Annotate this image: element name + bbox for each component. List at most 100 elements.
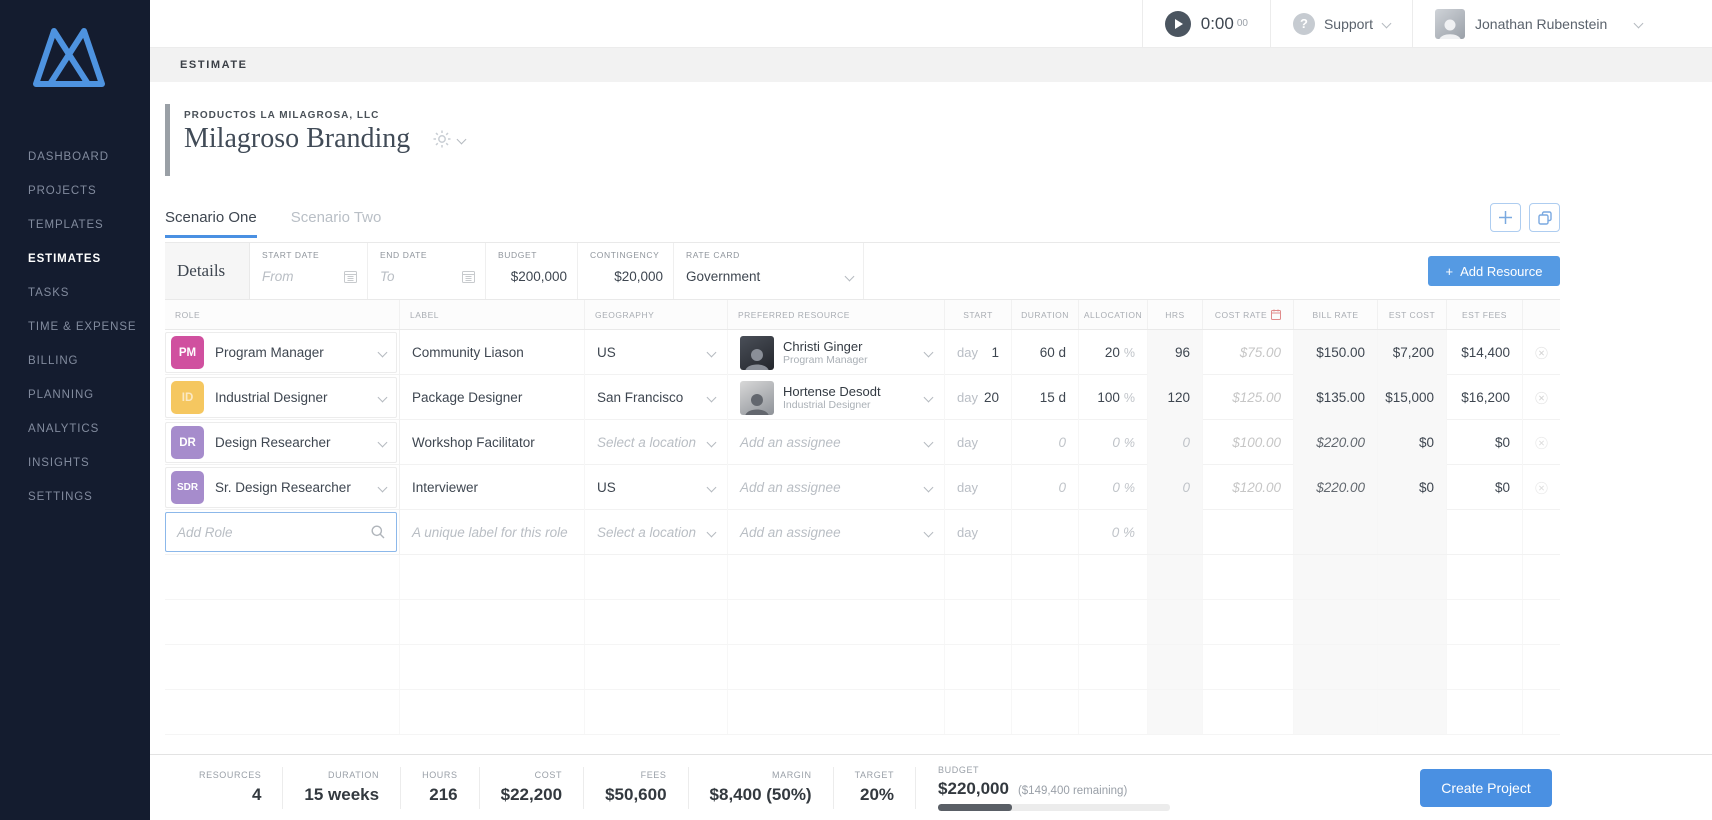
- table-row: DR Design Researcher Workshop Facilitato…: [165, 420, 1560, 465]
- sidebar-item-insights[interactable]: INSIGHTS: [28, 457, 90, 469]
- role-select[interactable]: PM Program Manager: [165, 332, 397, 373]
- allocation-cell[interactable]: 100%: [1079, 375, 1148, 420]
- resource-select[interactable]: Christi Ginger Program Manager: [728, 330, 945, 375]
- sidebar-item-analytics[interactable]: ANALYTICS: [28, 423, 100, 435]
- allocation-cell[interactable]: 0 %: [1079, 510, 1148, 554]
- geography-select[interactable]: San Francisco: [585, 375, 728, 420]
- bill-rate-cell[interactable]: $220.00: [1294, 465, 1378, 510]
- sidebar-item-time-expense[interactable]: TIME & EXPENSE: [28, 321, 137, 333]
- user-menu[interactable]: Jonathan Rubenstein: [1412, 0, 1712, 47]
- role-badge: PM: [171, 336, 204, 369]
- allocation-cell[interactable]: 20%: [1079, 330, 1148, 375]
- bill-rate-cell[interactable]: $150.00: [1294, 330, 1378, 375]
- tab-scenario-two[interactable]: Scenario Two: [290, 209, 382, 226]
- label-input[interactable]: Interviewer: [400, 465, 585, 510]
- allocation-cell[interactable]: 0%: [1079, 465, 1148, 510]
- cost-rate-cell[interactable]: $120.00: [1203, 465, 1294, 510]
- resource-select[interactable]: Hortense Desodt Industrial Designer: [728, 375, 945, 420]
- cost-rate-cell[interactable]: $75.00: [1203, 330, 1294, 375]
- sidebar-item-tasks[interactable]: TASKS: [28, 287, 70, 299]
- label-input[interactable]: Workshop Facilitator: [400, 420, 585, 465]
- delete-row-button[interactable]: [1523, 375, 1560, 420]
- col-role: ROLE: [165, 300, 400, 329]
- add-role-input[interactable]: Add Role: [165, 512, 397, 552]
- chevron-down-icon: [1633, 18, 1644, 29]
- project-settings-menu[interactable]: [432, 129, 467, 149]
- delete-row-button[interactable]: [1523, 330, 1560, 375]
- gear-icon[interactable]: [432, 129, 452, 149]
- cost-rate-cell[interactable]: $125.00: [1203, 375, 1294, 420]
- sidebar-item-planning[interactable]: PLANNING: [28, 389, 94, 401]
- resource-select[interactable]: Add an assignee: [728, 420, 945, 465]
- label-input[interactable]: Package Designer: [400, 375, 585, 420]
- sidebar-item-projects[interactable]: PROJECTS: [28, 185, 97, 197]
- start-cell[interactable]: day: [945, 420, 1012, 465]
- budget-input[interactable]: $200,000: [510, 269, 567, 284]
- label-input[interactable]: Community Liason: [400, 330, 585, 375]
- hrs-cell[interactable]: 0: [1148, 420, 1203, 465]
- duration-cell[interactable]: 15 d: [1012, 375, 1079, 420]
- role-select[interactable]: DR Design Researcher: [165, 422, 397, 463]
- role-select[interactable]: ID Industrial Designer: [165, 377, 397, 418]
- delete-row-button[interactable]: [1523, 465, 1560, 510]
- col-geography: GEOGRAPHY: [585, 300, 728, 329]
- duration-cell[interactable]: 60 d: [1012, 330, 1079, 375]
- play-icon[interactable]: [1164, 10, 1191, 37]
- resource-select[interactable]: Add an assignee: [728, 510, 945, 554]
- sidebar-item-settings[interactable]: SETTINGS: [28, 491, 93, 503]
- sidebar-item-templates[interactable]: TEMPLATES: [28, 219, 104, 231]
- start-cell[interactable]: day: [945, 465, 1012, 510]
- rate-card-select[interactable]: Government: [686, 269, 761, 284]
- start-cell[interactable]: day 20: [945, 375, 1012, 420]
- contingency-input[interactable]: $20,000: [614, 269, 663, 284]
- role-select[interactable]: SDR Sr. Design Researcher: [165, 467, 397, 508]
- resource-select[interactable]: Add an assignee: [728, 465, 945, 510]
- sidebar-item-estimates[interactable]: ESTIMATES: [28, 253, 102, 265]
- stat-margin: MARGIN $8,400 (50%): [689, 766, 834, 809]
- calendar-icon[interactable]: [344, 270, 357, 283]
- tab-scenario-one[interactable]: Scenario One: [165, 209, 257, 238]
- duration-cell[interactable]: [1012, 510, 1079, 554]
- start-date-input[interactable]: From: [262, 269, 294, 284]
- col-preferred-resource: PREFERRED RESOURCE: [728, 300, 945, 329]
- geography-select[interactable]: US: [585, 465, 728, 510]
- end-date-input[interactable]: To: [380, 269, 395, 284]
- role-badge: ID: [171, 381, 204, 414]
- start-date-field[interactable]: START DATE From: [250, 243, 368, 299]
- geography-select[interactable]: US: [585, 330, 728, 375]
- hrs-cell[interactable]: 96: [1148, 330, 1203, 375]
- geography-select[interactable]: Select a location: [585, 510, 728, 554]
- geography-select[interactable]: Select a location: [585, 420, 728, 465]
- mosaic-logo-icon[interactable]: [30, 26, 150, 88]
- est-fees-cell: $0: [1447, 465, 1523, 510]
- hrs-cell[interactable]: 120: [1148, 375, 1203, 420]
- end-date-field[interactable]: END DATE To: [368, 243, 486, 299]
- sidebar-item-billing[interactable]: BILLING: [28, 355, 79, 367]
- support-menu[interactable]: ? Support: [1269, 0, 1412, 47]
- duration-cell[interactable]: 0: [1012, 465, 1079, 510]
- duration-cell[interactable]: 0: [1012, 420, 1079, 465]
- start-cell[interactable]: day 1: [945, 330, 1012, 375]
- add-resource-button[interactable]: + Add Resource: [1428, 256, 1560, 286]
- create-project-button[interactable]: Create Project: [1420, 768, 1552, 807]
- bill-rate-cell[interactable]: $220.00: [1294, 420, 1378, 465]
- col-label: LABEL: [400, 300, 585, 329]
- sidebar-item-dashboard[interactable]: DASHBOARD: [28, 151, 109, 163]
- cost-rate-cell[interactable]: $100.00: [1203, 420, 1294, 465]
- est-fees-cell: $0: [1447, 420, 1523, 465]
- delete-row-button[interactable]: [1523, 420, 1560, 465]
- label-input[interactable]: A unique label for this role: [400, 510, 585, 554]
- start-cell[interactable]: day: [945, 510, 1012, 554]
- hrs-cell[interactable]: 0: [1148, 465, 1203, 510]
- page-title: Milagroso Branding: [184, 123, 411, 154]
- add-scenario-button[interactable]: [1490, 203, 1521, 232]
- timer-widget[interactable]: 0:00 00: [1141, 0, 1270, 47]
- contingency-field[interactable]: CONTINGENCY $20,000: [578, 243, 674, 299]
- allocation-cell[interactable]: 0%: [1079, 420, 1148, 465]
- duplicate-scenario-button[interactable]: [1529, 203, 1560, 232]
- rate-card-field[interactable]: RATE CARD Government: [674, 243, 864, 299]
- bill-rate-cell[interactable]: $135.00: [1294, 375, 1378, 420]
- calendar-icon[interactable]: [462, 270, 475, 283]
- header-accent-bar: [165, 104, 170, 176]
- budget-field[interactable]: BUDGET $200,000: [486, 243, 578, 299]
